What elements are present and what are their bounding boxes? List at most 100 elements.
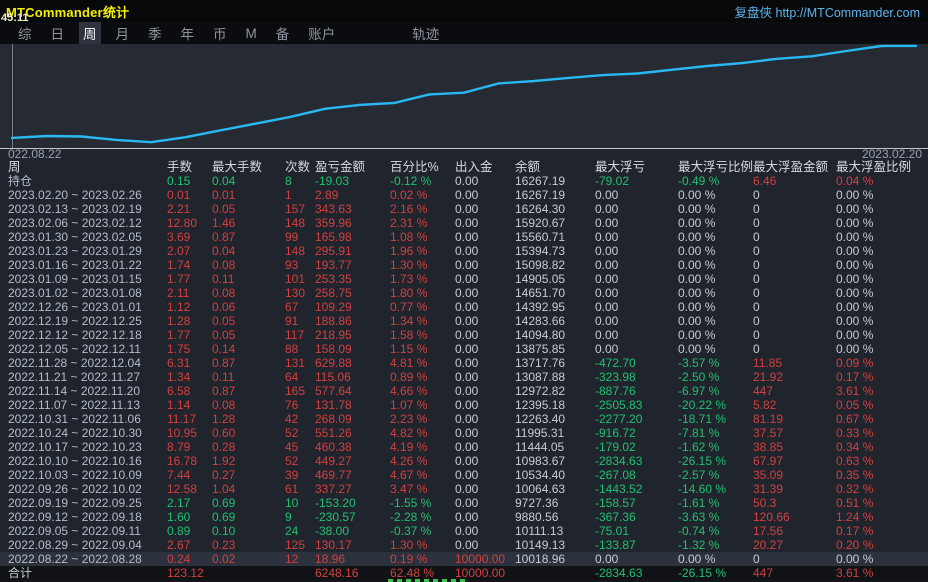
cell-max-lots: 0.60 xyxy=(212,426,235,440)
table-row[interactable]: 2023.01.30 ~ 2023.02.053.690.8799165.981… xyxy=(0,230,928,244)
cell-percent: 1.58 % xyxy=(390,328,427,342)
cell-max-float-profit-ratio: 0.09 % xyxy=(836,356,873,370)
menu-item-quarterly[interactable]: 季 xyxy=(144,22,166,44)
table-row[interactable]: 2023.01.09 ~ 2023.01.151.770.11101253.35… xyxy=(0,272,928,286)
cell-balance: 13087.88 xyxy=(515,370,565,384)
cell-count: 1 xyxy=(285,188,292,202)
table-row[interactable]: 2022.12.12 ~ 2022.12.181.770.05117218.95… xyxy=(0,328,928,342)
cell-max-float-profit-ratio: 0.00 % xyxy=(836,286,873,300)
col-header-pl-amount[interactable]: 盈亏金额 xyxy=(315,160,365,174)
menu-item-m[interactable]: M xyxy=(242,25,261,42)
cell-pl-amount: 109.29 xyxy=(315,300,352,314)
cell-max-float-profit-ratio: 0.00 % xyxy=(836,328,873,342)
table-row[interactable]: 2022.12.26 ~ 2023.01.011.120.0667109.290… xyxy=(0,300,928,314)
cell-balance: 10534.40 xyxy=(515,468,565,482)
menu-item-currency[interactable]: 币 xyxy=(209,22,231,44)
menu-item-summary[interactable]: 综 xyxy=(14,22,36,44)
col-header-period[interactable]: 周 xyxy=(8,160,21,174)
cell-percent: 4.81 % xyxy=(390,356,427,370)
col-header-max-float-loss[interactable]: 最大浮亏 xyxy=(595,160,645,174)
cell-max-float-loss-ratio: -0.74 % xyxy=(678,524,719,538)
table-header: 周 手数 最大手数 次数盈亏金额 百分比% 出入金 余额 最大浮亏 最大浮亏比例最大浮盈金额最大… xyxy=(0,160,928,174)
menu-item-account[interactable]: 账户 xyxy=(304,22,339,44)
table-row[interactable]: 2022.10.10 ~ 2022.10.1616.781.9252449.27… xyxy=(0,454,928,468)
col-header-max-float-profit[interactable]: 最大浮盈金额 xyxy=(753,160,828,174)
cell-max-float-profit-ratio: 0.33 % xyxy=(836,426,873,440)
cell-count: 148 xyxy=(285,216,305,230)
table-row[interactable]: 2022.12.05 ~ 2022.12.111.750.1488158.091… xyxy=(0,342,928,356)
cell-max-float-loss-ratio: 0.00 % xyxy=(678,286,715,300)
table-row[interactable]: 2023.02.13 ~ 2023.02.192.210.05157343.63… xyxy=(0,202,928,216)
cell-max-float-loss-ratio: -1.61 % xyxy=(678,496,719,510)
cell-lots: 6.58 xyxy=(167,384,190,398)
cell-max-float-loss: -887.76 xyxy=(595,384,636,398)
cell-lots: 0.15 xyxy=(167,174,190,188)
cell-max-float-profit: 0 xyxy=(753,272,760,286)
menu-item-monthly[interactable]: 月 xyxy=(112,22,134,44)
cell-max-float-loss: 0.00 xyxy=(595,244,618,258)
table-row[interactable]: 2022.09.05 ~ 2022.09.110.890.1024-38.00-… xyxy=(0,524,928,538)
menu-item-notes[interactable]: 备 xyxy=(272,22,294,44)
table-row[interactable]: 2023.01.16 ~ 2023.01.221.740.0893193.771… xyxy=(0,258,928,272)
cell-max-float-loss: -79.02 xyxy=(595,174,629,188)
col-header-max-float-profit-ratio[interactable]: 最大浮盈比例 xyxy=(836,160,911,174)
col-header-percent[interactable]: 百分比% xyxy=(390,160,439,174)
cell-count: 52 xyxy=(285,454,298,468)
col-header-max-lots[interactable]: 最大手数 xyxy=(212,160,262,174)
cell-max-float-profit-ratio: 0.05 % xyxy=(836,398,873,412)
table-row[interactable]: 2022.10.03 ~ 2022.10.097.440.2739469.774… xyxy=(0,468,928,482)
cell-lots: 1.77 xyxy=(167,272,190,286)
col-header-lots[interactable]: 手数 xyxy=(167,160,192,174)
cell-max-lots: 0.11 xyxy=(212,272,234,286)
table-row-total[interactable]: 合计123.126248.1662.48 %10000.00-2834.63-2… xyxy=(0,566,928,580)
cell-lots: 1.14 xyxy=(167,398,190,412)
cell-lots: 1.34 xyxy=(167,370,190,384)
cell-max-float-loss-ratio: 0.00 % xyxy=(678,258,715,272)
table-row[interactable]: 2023.02.06 ~ 2023.02.1212.801.46148359.9… xyxy=(0,216,928,230)
table-row[interactable]: 2022.12.19 ~ 2022.12.251.280.0591188.861… xyxy=(0,314,928,328)
table-row[interactable]: 2022.11.14 ~ 2022.11.206.580.87165577.64… xyxy=(0,384,928,398)
cell-percent: 1.30 % xyxy=(390,538,427,552)
table-row[interactable]: 2022.10.24 ~ 2022.10.3010.950.6052551.26… xyxy=(0,426,928,440)
table-row[interactable]: 2022.11.07 ~ 2022.11.131.140.0876131.781… xyxy=(0,398,928,412)
table-row[interactable]: 2022.08.22 ~ 2022.08.280.240.021218.960.… xyxy=(0,552,928,566)
table-row[interactable]: 2022.11.28 ~ 2022.12.046.310.87131629.88… xyxy=(0,356,928,370)
cell-percent: 1.08 % xyxy=(390,230,427,244)
cell-balance: 14905.05 xyxy=(515,272,565,286)
cell-deposit: 0.00 xyxy=(455,426,478,440)
row-label: 2023.01.23 ~ 2023.01.29 xyxy=(8,244,142,258)
table-row[interactable]: 2022.09.19 ~ 2022.09.252.170.6910-153.20… xyxy=(0,496,928,510)
cell-percent: 0.02 % xyxy=(390,188,427,202)
table-row[interactable]: 2022.11.21 ~ 2022.11.271.340.1164115.060… xyxy=(0,370,928,384)
cell-balance: 12395.18 xyxy=(515,398,565,412)
col-header-max-float-loss-ratio[interactable]: 最大浮亏比例 xyxy=(678,160,753,174)
brand-link[interactable]: 复盘侠 http://MTCommander.com xyxy=(735,2,920,21)
cell-max-lots: 0.05 xyxy=(212,328,235,342)
cell-pl-amount: 343.63 xyxy=(315,202,352,216)
cell-max-float-loss-ratio: 0.00 % xyxy=(678,314,715,328)
cell-max-float-profit: 50.3 xyxy=(753,496,776,510)
cell-max-float-loss: -2834.63 xyxy=(595,454,642,468)
menu-item-yearly[interactable]: 年 xyxy=(177,22,199,44)
table-row[interactable]: 2022.09.26 ~ 2022.10.0212.581.0461337.27… xyxy=(0,482,928,496)
cell-lots: 0.24 xyxy=(167,552,190,566)
cell-max-float-loss: 0.00 xyxy=(595,328,618,342)
table-row[interactable]: 2022.10.17 ~ 2022.10.238.790.2845460.384… xyxy=(0,440,928,454)
cell-max-float-profit-ratio: 0.04 % xyxy=(836,174,873,188)
table-row[interactable]: 2023.01.23 ~ 2023.01.292.070.04148295.91… xyxy=(0,244,928,258)
table-row[interactable]: 2023.02.20 ~ 2023.02.260.010.0112.890.02… xyxy=(0,188,928,202)
cell-max-float-loss-ratio: -26.15 % xyxy=(678,566,726,580)
cell-percent: -0.12 % xyxy=(390,174,431,188)
menu-item-daily[interactable]: 日 xyxy=(47,22,69,44)
menu-item-weekly[interactable]: 周 xyxy=(79,22,101,44)
table-row[interactable]: 2022.08.29 ~ 2022.09.042.670.23125130.17… xyxy=(0,538,928,552)
col-header-balance[interactable]: 余额 xyxy=(515,160,540,174)
col-header-deposit[interactable]: 出入金 xyxy=(455,160,493,174)
table-row[interactable]: 2022.10.31 ~ 2022.11.0611.171.2842268.09… xyxy=(0,412,928,426)
table-row[interactable]: 2023.01.02 ~ 2023.01.082.110.08130258.75… xyxy=(0,286,928,300)
menu-item-trajectory[interactable]: 轨迹 xyxy=(408,22,443,44)
cell-max-lots: 1.04 xyxy=(212,482,235,496)
table-row[interactable]: 2022.09.12 ~ 2022.09.181.600.699-230.57-… xyxy=(0,510,928,524)
col-header-count[interactable]: 次数 xyxy=(285,160,310,174)
table-row[interactable]: 持仓0.150.048-19.03-0.12 %0.0016267.19-79.… xyxy=(0,174,928,188)
